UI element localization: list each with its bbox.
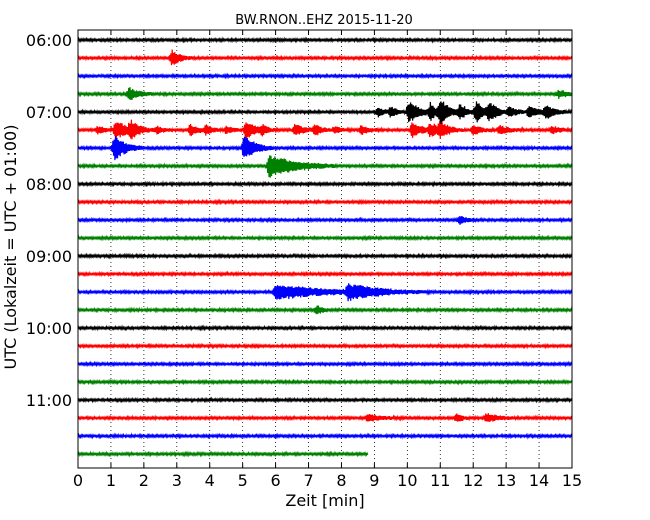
trace-1045 [77,378,573,386]
trace-0830 [77,216,573,225]
trace-0815 [77,198,573,206]
x-tick-label: 8 [336,471,346,490]
trace-1130 [77,432,573,440]
x-tick-label: 13 [496,471,516,490]
y-axis-label: UTC (Lokalzeit = UTC + 01:00) [1,125,20,370]
y-tick-label: 06:00 [26,31,72,50]
trace-1100 [77,396,573,404]
x-tick-label: 0 [73,471,83,490]
x-tick-label: 14 [529,471,549,490]
trace-0730 [77,136,573,161]
x-tick-label: 7 [303,471,313,490]
trace-0945 [77,305,573,315]
trace-0645 [77,87,573,100]
x-tick-label: 2 [139,471,149,490]
trace-layer [77,36,573,458]
y-tick-label: 09:00 [26,247,72,266]
trace-0915 [77,270,573,278]
trace-0600 [77,36,573,44]
x-axis-label: Zeit [min] [285,491,364,510]
trace-0845 [77,234,573,242]
plot-frame [77,29,573,469]
trace-1145 [77,450,369,458]
trace-1015 [77,342,573,350]
y-tick-label: 08:00 [26,175,72,194]
x-axis-ticks: 0 1 2 3 4 5 6 7 8 9 10 11 12 13 14 15 [73,30,582,490]
y-axis-ticks: 06:00 07:00 08:00 09:00 10:00 11:00 [26,31,572,410]
x-tick-label: 9 [369,471,379,490]
trace-0715 [77,119,573,141]
trace-0900 [77,252,573,260]
x-tick-label: 1 [106,471,116,490]
x-tick-label: 6 [271,471,281,490]
chart-title: BW.RNON..EHZ 2015-11-20 [235,13,413,28]
trace-1115 [77,413,573,422]
trace-0700 [77,101,573,125]
y-tick-label: 10:00 [26,319,72,338]
x-tick-label: 3 [172,471,182,490]
trace-0930 [77,283,573,302]
x-tick-label: 12 [463,471,483,490]
x-tick-label: 15 [562,471,582,490]
trace-0800 [77,180,573,188]
y-tick-label: 11:00 [26,391,72,410]
trace-0745 [77,155,573,178]
x-tick-label: 11 [430,471,450,490]
trace-0630 [77,72,573,80]
trace-0615 [77,49,573,66]
trace-1030 [77,360,573,368]
x-tick-label: 10 [397,471,417,490]
trace-1000 [77,324,573,332]
x-tick-label: 5 [238,471,248,490]
x-tick-label: 4 [205,471,215,490]
y-tick-label: 07:00 [26,103,72,122]
